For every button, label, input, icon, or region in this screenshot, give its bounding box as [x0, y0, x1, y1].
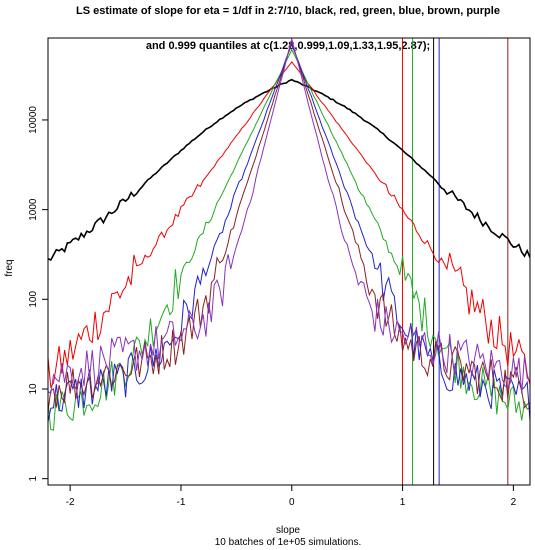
y-tick-label: 1 [28, 475, 39, 481]
x-tick-label: 2 [511, 497, 517, 508]
series-line-1 [48, 61, 530, 389]
series-line-0 [48, 78, 530, 262]
x-axis-label: slope [276, 525, 300, 536]
x-axis: -2 -1 0 1 2 [66, 485, 517, 508]
x-tick-label: 0 [289, 497, 295, 508]
x-tick-label: 1 [400, 497, 406, 508]
y-axis: 1 10 100 1000 10000 [28, 106, 48, 481]
y-tick-label: 10000 [28, 106, 39, 134]
y-tick-label: 100 [28, 291, 39, 308]
y-axis-label: freq [4, 259, 15, 276]
y-tick-label: 1000 [28, 198, 39, 221]
chart-title: LS estimate of slope for eta = 1/df in 2… [76, 5, 500, 17]
plot-frame [47, 37, 531, 486]
chart-subtitle: and 0.999 quantiles at c(1.28,0.999,1.09… [146, 40, 430, 52]
series-line-5 [48, 38, 530, 395]
x-tick-label: -2 [66, 497, 75, 508]
series-line-2 [48, 48, 530, 431]
y-tick-label: 10 [28, 383, 39, 395]
x-tick-label: -1 [177, 497, 186, 508]
x-axis-sublabel: 10 batches of 1e+05 simulations. [215, 537, 361, 548]
